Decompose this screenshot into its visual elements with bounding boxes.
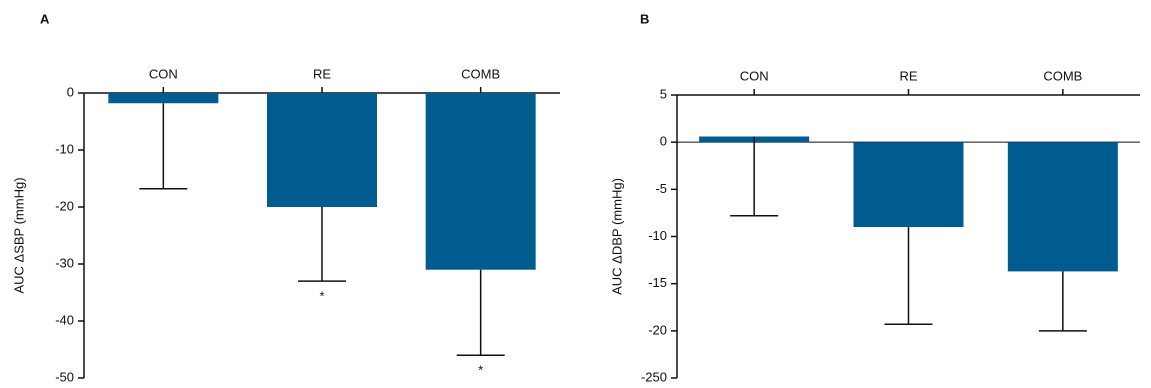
- y-tick-label: 0: [660, 134, 667, 149]
- y-tick-label: -5: [655, 181, 667, 196]
- x-tick-label: RE: [313, 66, 331, 81]
- bar: [267, 93, 377, 207]
- bar: [853, 142, 964, 228]
- y-tick-label: -20: [55, 198, 74, 213]
- y-axis-label: AUC ΔSBP (mmHg): [11, 177, 26, 293]
- y-tick-label: 5: [660, 86, 667, 101]
- y-tick-label: -250: [641, 369, 667, 384]
- bar: [425, 93, 536, 270]
- y-tick-label: -50: [55, 369, 74, 384]
- x-tick-label: RE: [899, 68, 917, 83]
- y-axis-label: AUC ΔDBP (mmHg): [609, 178, 624, 295]
- bar: [108, 93, 219, 104]
- bar: [1007, 142, 1118, 272]
- significance-marker: *: [478, 363, 483, 378]
- x-tick-label: COMB: [1043, 68, 1082, 83]
- y-tick-label: -20: [648, 322, 667, 337]
- x-tick-label: CON: [740, 68, 769, 83]
- significance-marker: *: [319, 289, 324, 304]
- y-tick-label: -10: [648, 228, 667, 243]
- x-tick-label: COMB: [461, 66, 500, 81]
- panel-label: B: [640, 11, 649, 26]
- x-tick-label: CON: [149, 66, 178, 81]
- y-tick-label: -40: [55, 312, 74, 327]
- y-tick-label: -15: [648, 275, 667, 290]
- y-tick-label: -10: [55, 141, 74, 156]
- panel-label: A: [40, 11, 50, 26]
- y-tick-label: 0: [67, 84, 74, 99]
- y-tick-label: -30: [55, 255, 74, 270]
